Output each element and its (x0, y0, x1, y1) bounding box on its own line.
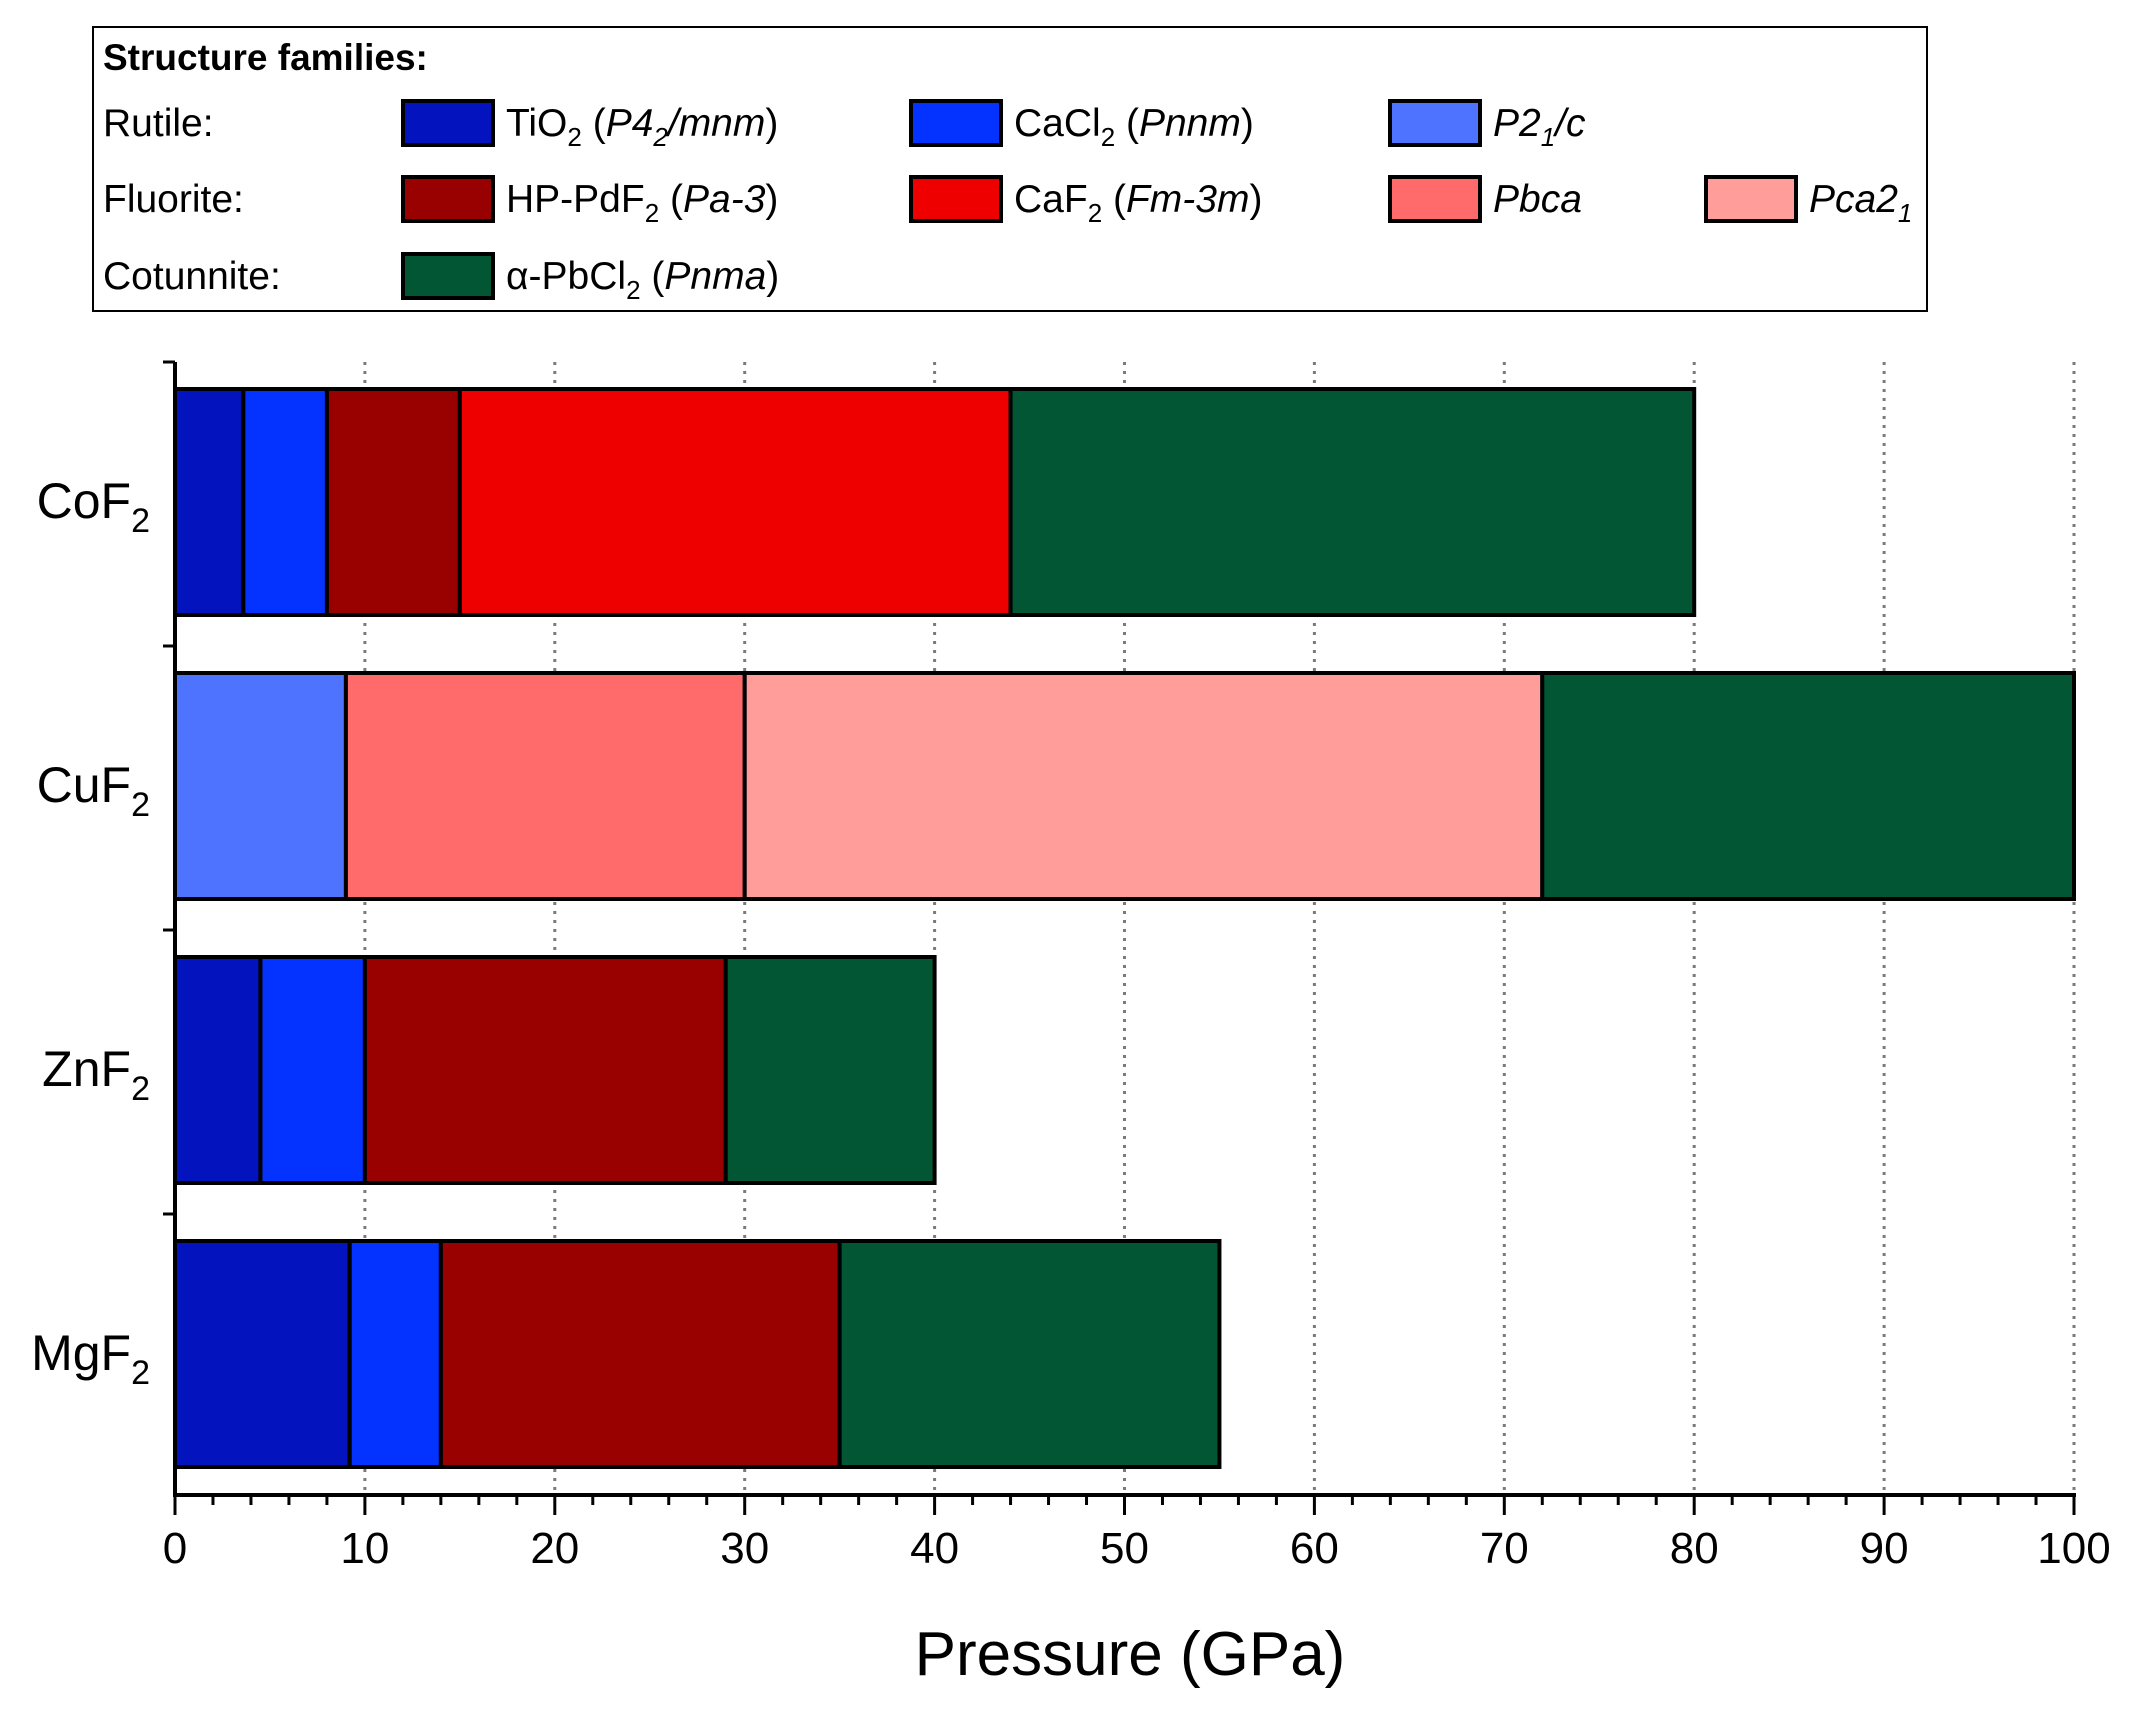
x-tick-label: 50 (1100, 1524, 1149, 1573)
bar-segment-cacl2 (241, 387, 329, 617)
legend-swatch-pbcl2 (401, 252, 495, 300)
legend-paren: ) (765, 102, 778, 145)
legend-formula-subscript: 2 (1088, 198, 1102, 228)
bar-segment-rutile (173, 1239, 352, 1469)
bar-segment-pbca (343, 671, 747, 901)
legend-paren: ( (582, 102, 606, 145)
legend-frame (92, 26, 1928, 312)
legend-family-name: Cotunnite: (103, 255, 281, 298)
legend-paren: ( (1102, 178, 1126, 221)
legend-space-group: Pnma (664, 255, 766, 298)
legend: Structure families: Rutile: TiO2 (P42/mnm… (92, 26, 1928, 312)
x-tick-label: 80 (1670, 1524, 1719, 1573)
x-tick-label: 100 (2037, 1524, 2110, 1573)
legend-space-group: P2 (1493, 102, 1541, 145)
legend-space-group: Pbca (1493, 178, 1582, 221)
y-category-label: CoF2 (37, 473, 150, 540)
legend-paren: ) (1241, 102, 1254, 145)
category-formula: MgF (31, 1325, 131, 1381)
category-formula: CuF (37, 757, 131, 813)
x-tick-label: 30 (720, 1524, 769, 1573)
legend-space-group: Fm-3m (1126, 178, 1249, 221)
legend-entry-label: TiO2 (P42/mnm) (506, 102, 778, 152)
y-category-label: MgF2 (31, 1325, 150, 1392)
bar-segment-p21c (173, 671, 348, 901)
legend-entry-label: P21/c (1493, 102, 1586, 152)
legend-paren: ( (1115, 102, 1139, 145)
legend-swatch-pbca (1388, 175, 1482, 223)
x-tick-label: 70 (1480, 1524, 1529, 1573)
legend-entry-label: CaF2 (Fm-3m) (1014, 178, 1262, 228)
x-tick-label: 10 (340, 1524, 389, 1573)
bar-segment-hppdf2 (362, 955, 728, 1185)
legend-sg-subscript: 1 (1898, 198, 1912, 228)
legend-entry-label: CaCl2 (Pnnm) (1014, 102, 1254, 152)
bar-segment-cacl2 (258, 955, 367, 1185)
bar-segment-rutile (173, 387, 246, 617)
legend-entry-label: Pca21 (1809, 178, 1912, 228)
legend-sg-subscript: 2 (652, 122, 668, 152)
bar-segment-pbcl2 (1540, 671, 2076, 901)
bar-segment-pbcl2 (837, 1239, 1222, 1469)
legend-formula: TiO (506, 102, 567, 145)
category-formula: ZnF (42, 1041, 131, 1097)
category-formula: CoF (37, 473, 131, 529)
legend-swatch-pca21 (1704, 175, 1798, 223)
legend-swatch-p21c (1388, 99, 1482, 147)
legend-formula: CaCl (1014, 102, 1101, 145)
bar-segment-pbcl2 (1008, 387, 1697, 617)
category-subscript: 2 (131, 786, 150, 824)
bar-segment-pca21 (742, 671, 1545, 901)
legend-swatch-hppdf2 (401, 175, 495, 223)
x-tick-label: 90 (1860, 1524, 1909, 1573)
bar-segment-cacl2 (347, 1239, 443, 1469)
x-tick-label: 0 (163, 1524, 187, 1573)
legend-sg-tail: /c (1552, 102, 1586, 145)
legend-formula-subscript: 2 (645, 198, 659, 228)
x-tick-label: 20 (530, 1524, 579, 1573)
category-subscript: 2 (131, 1354, 150, 1392)
bar-segment-pbcl2 (723, 955, 937, 1185)
legend-space-group: Pa-3 (683, 178, 766, 221)
legend-space-group: P4 (606, 102, 654, 145)
bars (173, 387, 2076, 1469)
x-tick-label: 40 (910, 1524, 959, 1573)
y-category-label: ZnF2 (42, 1041, 150, 1108)
bar-segment-hppdf2 (324, 387, 462, 617)
legend-sg-tail: /mnm (665, 102, 766, 145)
legend-entry-label: α-PbCl2 (Pnma) (506, 255, 779, 305)
legend-title: Structure families: (103, 37, 428, 78)
legend-paren: ( (641, 255, 665, 298)
legend-sg-subscript: 1 (1541, 122, 1555, 152)
legend-formula: CaF (1014, 178, 1088, 221)
legend-entry-label: HP-PdF2 (Pa-3) (506, 178, 778, 228)
legend-paren: ) (1249, 178, 1262, 221)
legend-paren: ) (765, 178, 778, 221)
legend-space-group: Pnnm (1139, 102, 1241, 145)
legend-family-name: Fluorite: (103, 178, 244, 221)
legend-paren: ) (766, 255, 779, 298)
bar-segment-hppdf2 (438, 1239, 842, 1469)
category-subscript: 2 (131, 1070, 150, 1108)
legend-formula-subscript: 2 (1101, 122, 1115, 152)
legend-swatch-caf2 (909, 175, 1003, 223)
x-tick-label: 60 (1290, 1524, 1339, 1573)
bar-segment-rutile (173, 955, 263, 1185)
legend-entry-label: Pbca (1493, 178, 1582, 221)
legend-formula-subscript: 2 (626, 275, 640, 305)
legend-formula-subscript: 2 (567, 122, 581, 152)
legend-formula: HP-PdF (506, 178, 645, 221)
category-subscript: 2 (131, 502, 150, 540)
y-category-label: CuF2 (37, 757, 150, 824)
legend-swatch-rutile (401, 99, 495, 147)
legend-swatch-cacl2 (909, 99, 1003, 147)
legend-paren: ( (659, 178, 683, 221)
legend-space-group: Pca2 (1809, 178, 1898, 221)
x-axis-title: Pressure (GPa) (915, 1620, 1346, 1689)
legend-family-name: Rutile: (103, 102, 214, 145)
legend-formula: α-PbCl (506, 255, 626, 298)
bar-segment-caf2 (457, 387, 1013, 617)
